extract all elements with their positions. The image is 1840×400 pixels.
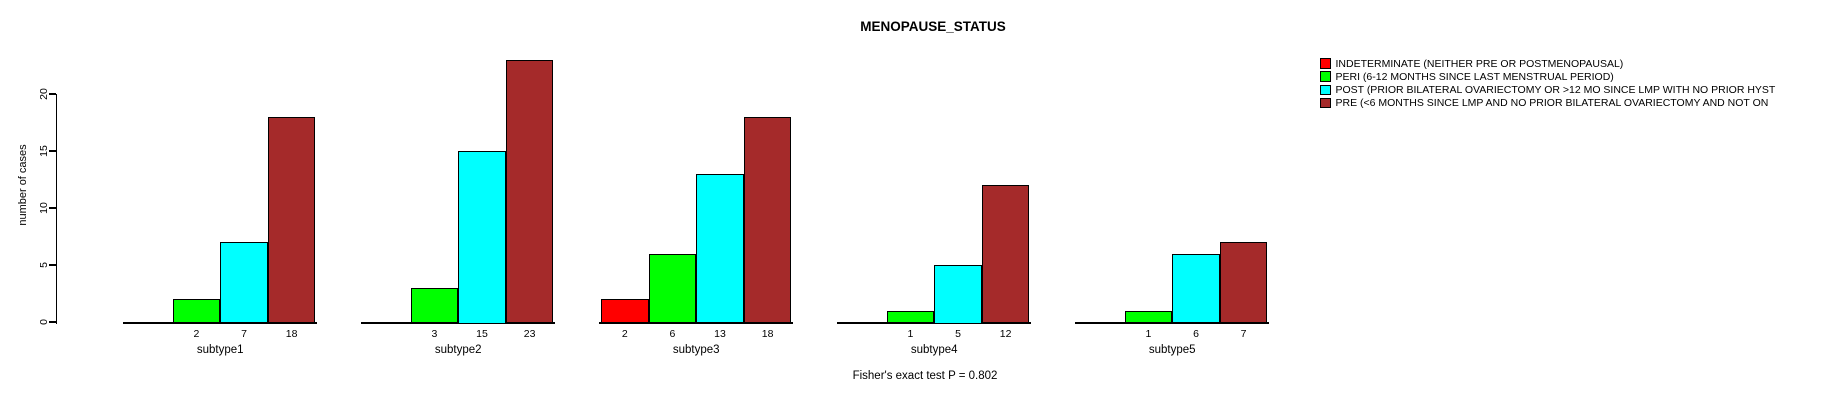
x-axis-category-label: subtype5 (1148, 344, 1196, 356)
bar (981, 185, 1030, 324)
legend-label: INDETERMINATE (NEITHER PRE OR POSTMENOPA… (1335, 57, 1624, 70)
legend-label: PRE (<6 MONTHS SINCE LMP AND NO PRIOR BI… (1335, 97, 1769, 110)
bar (458, 151, 506, 324)
bar-value-label: 1 (907, 328, 914, 340)
bar-value-label: 2 (621, 328, 628, 340)
bar-value-label: 6 (1193, 328, 1199, 340)
bar (648, 253, 697, 324)
bar (172, 299, 221, 324)
legend-color-swatch (1320, 58, 1331, 69)
y-tick (48, 207, 56, 209)
bar-value-label: 23 (523, 328, 536, 340)
x-axis-category-label: subtype2 (434, 344, 482, 356)
bar (1172, 253, 1220, 324)
legend-color-swatch (1320, 84, 1331, 96)
bar-value-label: 13 (714, 328, 726, 340)
bar (410, 287, 459, 324)
y-axis-label: number of cases (17, 144, 29, 226)
legend-item: INDETERMINATE (NEITHER PRE OR POSTMENOPA… (1320, 57, 1623, 70)
x-axis-category-label: subtype1 (196, 344, 244, 356)
y-tick-label: 0 (38, 319, 50, 325)
bar (934, 265, 982, 324)
legend-item: PRE (<6 MONTHS SINCE LMP AND NO PRIOR BI… (1320, 97, 1768, 110)
bar (267, 116, 316, 324)
bar (505, 59, 554, 324)
y-tick-label: 20 (38, 88, 50, 100)
y-axis-line (55, 94, 57, 324)
bar-value-label: 6 (669, 328, 676, 340)
legend-color-swatch (1320, 71, 1331, 82)
y-tick (48, 264, 56, 266)
bar-value-label: 1 (1145, 328, 1152, 340)
x-axis-category-label: subtype3 (672, 344, 720, 356)
bar-value-label: 7 (241, 328, 247, 340)
bar-value-label: 7 (1240, 328, 1247, 340)
fisher-test-note: Fisher's exact test P = 0.802 (852, 370, 998, 382)
legend-color-swatch (1320, 97, 1331, 109)
legend-item: PERI (6-12 MONTHS SINCE LAST MENSTRUAL P… (1320, 70, 1614, 83)
x-axis-category-label: subtype4 (910, 344, 958, 356)
y-tick-label: 5 (38, 262, 50, 268)
y-tick (48, 150, 56, 152)
bar-value-label: 3 (431, 328, 438, 340)
legend-label: POST (PRIOR BILATERAL OVARIECTOMY OR >12… (1335, 83, 1776, 96)
bar-value-label: 18 (761, 328, 774, 340)
bar (696, 173, 744, 324)
bar-value-label: 5 (955, 328, 961, 340)
y-tick (48, 93, 56, 95)
y-tick (48, 321, 56, 323)
bar-value-label: 15 (476, 328, 488, 340)
bar (886, 310, 935, 324)
bar (1124, 310, 1173, 324)
legend-label: PERI (6-12 MONTHS SINCE LAST MENSTRUAL P… (1335, 70, 1614, 83)
bar (601, 299, 649, 324)
bar (1219, 242, 1268, 324)
chart-title: MENOPAUSE_STATUS (860, 19, 1006, 34)
bar-value-label: 12 (999, 328, 1012, 340)
bar (743, 116, 792, 324)
bar (220, 242, 268, 324)
bar-value-label: 2 (193, 328, 200, 340)
y-tick-label: 10 (38, 202, 50, 214)
legend-item: POST (PRIOR BILATERAL OVARIECTOMY OR >12… (1320, 83, 1775, 96)
bar-value-label: 18 (285, 328, 298, 340)
y-tick-label: 15 (38, 145, 50, 157)
